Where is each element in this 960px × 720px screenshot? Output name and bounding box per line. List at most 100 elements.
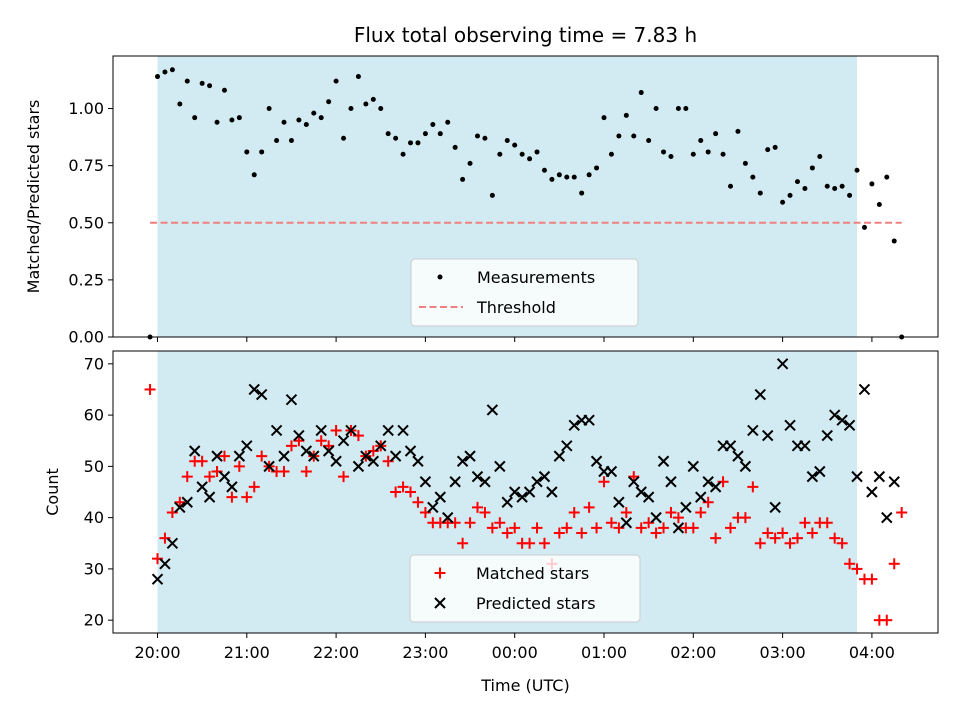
predicted-star-point-b bbox=[516, 491, 528, 503]
measurement-point bbox=[207, 83, 213, 89]
predicted-star-point-b bbox=[218, 470, 231, 483]
measurement-point bbox=[891, 238, 897, 244]
bottom-y-tick-label: 70 bbox=[84, 354, 104, 373]
measurement-point bbox=[839, 183, 845, 189]
measurement-point bbox=[757, 190, 763, 196]
predicted-star-point-b bbox=[486, 404, 499, 416]
predicted-star-point bbox=[747, 424, 759, 437]
predicted-star-point bbox=[657, 455, 670, 467]
predicted-star-point-b bbox=[672, 522, 685, 534]
measurement-point bbox=[608, 151, 614, 157]
predicted-star-point bbox=[769, 501, 781, 514]
predicted-star-point bbox=[523, 486, 536, 498]
predicted-star-point bbox=[203, 491, 216, 503]
matched-star-point bbox=[851, 563, 863, 575]
measurement-point bbox=[705, 149, 711, 155]
measurement-point bbox=[884, 174, 890, 180]
matched-star-point bbox=[762, 527, 774, 539]
measurement-point bbox=[482, 135, 488, 141]
predicted-star-point-b bbox=[799, 440, 811, 452]
predicted-star-point bbox=[501, 496, 513, 508]
matched-star-point bbox=[605, 517, 617, 529]
matched-star-point bbox=[233, 460, 245, 472]
predicted-star-point bbox=[181, 496, 193, 508]
predicted-star-point bbox=[174, 501, 186, 514]
predicted-star-point-b bbox=[308, 450, 320, 462]
measurement-point bbox=[184, 78, 190, 84]
predicted-star-point bbox=[442, 511, 454, 524]
matched-star-point bbox=[896, 507, 908, 519]
x-tick-label: 02:00 bbox=[670, 643, 716, 662]
measurement-point bbox=[579, 190, 585, 196]
predicted-star-point-b bbox=[382, 424, 394, 437]
measurement-point bbox=[155, 74, 160, 80]
matched-star-point bbox=[650, 527, 662, 539]
matched-star-point bbox=[665, 507, 677, 519]
matched-star-point bbox=[390, 486, 402, 498]
matched-star-point bbox=[620, 507, 632, 519]
predicted-star-point-b bbox=[642, 491, 655, 503]
matched-star-point bbox=[457, 537, 469, 549]
matched-star-point bbox=[256, 450, 268, 462]
measurement-point bbox=[363, 101, 369, 107]
measurement-point bbox=[854, 167, 860, 173]
predicted-star-point-b bbox=[605, 465, 618, 478]
predicted-star-point bbox=[226, 481, 238, 493]
predicted-star-point-b bbox=[754, 388, 766, 401]
measurement-point bbox=[668, 154, 674, 160]
predicted-star-point-b bbox=[471, 470, 484, 483]
predicted-star-point-b bbox=[709, 481, 722, 493]
predicted-star-point bbox=[471, 470, 484, 483]
bottom-y-tick-label: 60 bbox=[84, 406, 104, 425]
measurement-point bbox=[512, 142, 518, 148]
measurement-point bbox=[333, 78, 339, 84]
matched-star-point bbox=[330, 424, 342, 436]
matched-star-point bbox=[791, 532, 803, 544]
legend-predicted-marker bbox=[434, 597, 446, 609]
predicted-star-point-b bbox=[419, 476, 432, 488]
measurement-point bbox=[631, 133, 637, 139]
matched-star-point bbox=[285, 440, 297, 452]
predicted-star-point bbox=[531, 476, 543, 488]
predicted-star-point bbox=[397, 424, 409, 437]
predicted-star-point-b bbox=[769, 501, 781, 514]
predicted-star-point bbox=[330, 455, 342, 467]
predicted-star-point-b bbox=[412, 455, 424, 467]
predicted-star-point-b bbox=[546, 486, 558, 498]
legend-predicted-label: Predicted stars bbox=[476, 594, 596, 613]
measurement-point bbox=[489, 192, 495, 198]
measurement-point bbox=[832, 186, 838, 192]
measurement-points bbox=[147, 67, 905, 340]
predicted-star-point bbox=[836, 414, 848, 426]
predicted-star-point bbox=[367, 455, 380, 467]
measurement-point bbox=[474, 133, 480, 139]
matched-star-point bbox=[479, 507, 491, 519]
x-axis-label: Time (UTC) bbox=[480, 676, 569, 695]
predicted-star-point-b bbox=[404, 445, 417, 457]
measurement-point bbox=[750, 174, 756, 180]
matched-star-point bbox=[829, 532, 841, 544]
predicted-star-point bbox=[709, 481, 722, 493]
predicted-star-point-b bbox=[866, 486, 878, 498]
measurement-point bbox=[422, 131, 428, 137]
predicted-star-point bbox=[516, 491, 528, 503]
predicted-star-point-b bbox=[300, 445, 313, 457]
predicted-star-point-b bbox=[233, 450, 246, 462]
predicted-star-point-b bbox=[196, 481, 208, 493]
top-y-ticks: 0.00 0.25 0.50 0.75 1.00 bbox=[68, 99, 113, 347]
top-y-axis-label: Matched/Predicted stars bbox=[24, 100, 43, 294]
predicted-star-point bbox=[732, 450, 744, 462]
measurement-point bbox=[460, 176, 466, 182]
top-y-tick-label: 1.00 bbox=[68, 99, 104, 118]
measurement-point bbox=[646, 138, 652, 144]
predicted-star-point bbox=[159, 558, 171, 570]
measurement-point bbox=[713, 131, 719, 137]
predicted-star-point bbox=[762, 429, 774, 442]
legend-measurements-label: Measurements bbox=[477, 268, 595, 287]
top-y-tick-label: 0.25 bbox=[68, 270, 104, 289]
predicted-stars-points bbox=[151, 358, 900, 585]
measurement-point bbox=[653, 106, 659, 112]
measurement-point bbox=[847, 192, 853, 198]
measurement-point bbox=[735, 128, 741, 134]
predicted-star-point bbox=[814, 465, 826, 478]
